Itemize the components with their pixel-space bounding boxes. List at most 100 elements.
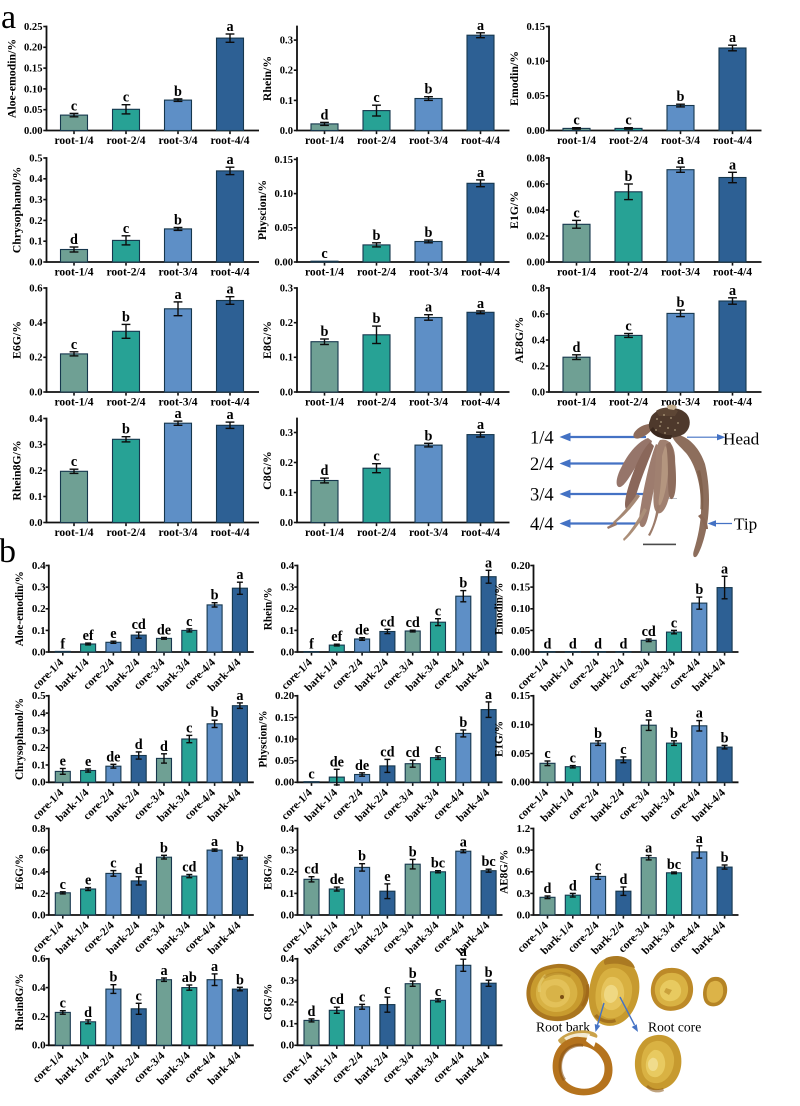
svg-text:b: b — [211, 705, 219, 721]
svg-text:b: b — [425, 82, 433, 98]
svg-text:0.4: 0.4 — [281, 953, 295, 965]
svg-text:Tip: Tip — [734, 515, 757, 534]
svg-text:c: c — [71, 454, 77, 470]
svg-text:c: c — [359, 989, 365, 1005]
svg-text:root-4/4: root-4/4 — [210, 134, 249, 147]
svg-text:c: c — [136, 988, 142, 1004]
svg-text:c: c — [544, 746, 550, 762]
svg-text:d: d — [619, 637, 627, 653]
svg-text:root-2/4: root-2/4 — [357, 134, 396, 147]
svg-text:0.0: 0.0 — [29, 387, 42, 398]
svg-text:0.0: 0.0 — [281, 1040, 295, 1052]
svg-text:de: de — [106, 749, 120, 765]
svg-text:cd: cd — [330, 992, 344, 1008]
svg-text:root-3/4: root-3/4 — [409, 134, 448, 147]
svg-text:0.4: 0.4 — [32, 560, 46, 572]
svg-text:c: c — [435, 604, 441, 620]
svg-text:0.8: 0.8 — [32, 823, 46, 835]
svg-text:c: c — [186, 720, 192, 736]
svg-text:0.00: 0.00 — [511, 646, 531, 658]
svg-text:0.8: 0.8 — [532, 283, 545, 294]
svg-text:root-3/4: root-3/4 — [409, 395, 448, 408]
svg-text:c: c — [573, 113, 579, 129]
svg-text:0.4: 0.4 — [32, 982, 46, 994]
svg-text:0.0: 0.0 — [532, 387, 545, 398]
svg-text:b: b — [236, 972, 244, 988]
svg-text:d: d — [544, 637, 552, 653]
svg-text:d: d — [135, 737, 143, 753]
svg-text:0.0: 0.0 — [280, 387, 293, 398]
svg-text:0.3: 0.3 — [32, 725, 46, 737]
svg-text:0.6: 0.6 — [32, 953, 46, 965]
svg-text:0.4: 0.4 — [29, 318, 43, 329]
svg-text:4/4: 4/4 — [530, 515, 554, 535]
svg-text:0.15: 0.15 — [511, 690, 531, 702]
svg-text:root-2/4: root-2/4 — [609, 134, 648, 147]
svg-text:de: de — [157, 623, 171, 639]
svg-text:a: a — [226, 19, 233, 35]
svg-text:d: d — [321, 463, 329, 479]
svg-text:e: e — [85, 754, 91, 770]
svg-text:ef: ef — [83, 628, 94, 644]
svg-text:a: a — [236, 567, 243, 583]
svg-text:0.5: 0.5 — [29, 153, 42, 164]
svg-text:c: c — [123, 221, 129, 237]
svg-text:b: b — [594, 726, 602, 742]
svg-text:root-3/4: root-3/4 — [158, 265, 197, 278]
svg-text:c: c — [435, 741, 441, 757]
svg-text:cd: cd — [132, 617, 146, 633]
svg-text:0.0: 0.0 — [280, 518, 293, 529]
svg-text:0.1: 0.1 — [280, 96, 293, 107]
svg-text:ab: ab — [182, 970, 197, 986]
svg-text:root-4/4: root-4/4 — [461, 134, 500, 147]
svg-text:c: c — [625, 319, 631, 335]
svg-text:E8G/%: E8G/% — [263, 854, 275, 890]
svg-text:root-4/4: root-4/4 — [461, 526, 500, 539]
svg-text:a: a — [1, 0, 16, 36]
svg-text:0.2: 0.2 — [281, 996, 295, 1008]
svg-text:0.5: 0.5 — [32, 690, 46, 702]
svg-text:0.6: 0.6 — [32, 845, 46, 857]
svg-text:root-4/4: root-4/4 — [210, 265, 249, 278]
svg-text:0.4: 0.4 — [32, 708, 46, 720]
svg-text:root-3/4: root-3/4 — [661, 134, 700, 147]
svg-text:0.9: 0.9 — [517, 845, 531, 857]
svg-text:0.20: 0.20 — [24, 43, 43, 54]
svg-text:0.1: 0.1 — [281, 888, 295, 900]
svg-text:C8G/%: C8G/% — [260, 451, 274, 490]
svg-text:0.1: 0.1 — [29, 492, 42, 503]
svg-text:de: de — [330, 754, 344, 770]
svg-text:d: d — [573, 340, 581, 356]
svg-text:c: c — [620, 742, 626, 758]
svg-text:d: d — [308, 1004, 316, 1020]
svg-text:root-2/4: root-2/4 — [106, 265, 145, 278]
svg-text:0.10: 0.10 — [511, 603, 531, 615]
svg-text:0.00: 0.00 — [274, 257, 293, 268]
svg-text:0.6: 0.6 — [532, 309, 545, 320]
svg-text:0.2: 0.2 — [281, 866, 295, 878]
svg-text:Root core: Root core — [648, 1020, 701, 1035]
svg-text:de: de — [355, 758, 369, 774]
svg-text:Chrysophanol/%: Chrysophanol/% — [10, 167, 24, 254]
svg-text:0.2: 0.2 — [29, 216, 42, 227]
svg-text:a: a — [645, 841, 652, 857]
svg-text:0.05: 0.05 — [24, 105, 43, 116]
svg-text:0.3: 0.3 — [280, 283, 293, 294]
svg-text:0.20: 0.20 — [275, 690, 295, 702]
svg-text:a: a — [477, 165, 484, 181]
svg-text:de: de — [330, 872, 344, 888]
svg-text:Physcion/%: Physcion/% — [258, 710, 270, 767]
svg-text:Aloe-emodin/%: Aloe-emodin/% — [14, 571, 26, 646]
svg-text:0.6: 0.6 — [29, 283, 42, 294]
svg-text:root-1/4: root-1/4 — [305, 526, 344, 539]
svg-text:0.4: 0.4 — [29, 414, 43, 425]
svg-text:e: e — [85, 873, 91, 889]
svg-text:0.2: 0.2 — [29, 466, 42, 477]
svg-text:cd: cd — [406, 615, 420, 631]
svg-text:root-3/4: root-3/4 — [661, 265, 700, 278]
svg-text:0.2: 0.2 — [280, 318, 293, 329]
svg-text:0.2: 0.2 — [32, 742, 46, 754]
svg-text:root-2/4: root-2/4 — [106, 395, 145, 408]
svg-text:0.3: 0.3 — [281, 845, 295, 857]
svg-text:b: b — [321, 324, 329, 340]
